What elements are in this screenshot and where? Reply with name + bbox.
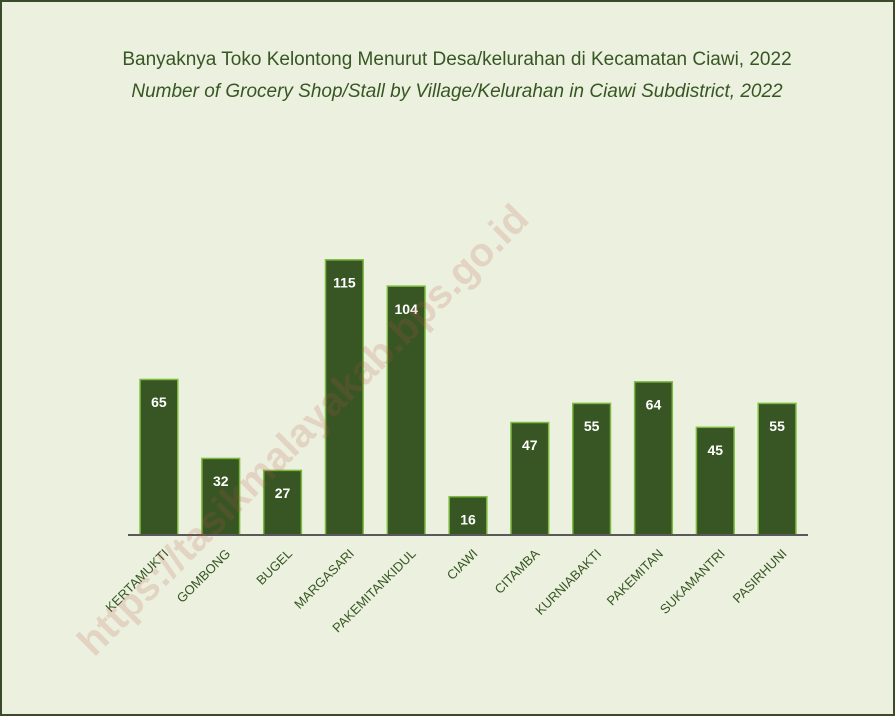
value-label: 27	[275, 485, 291, 501]
value-label: 55	[584, 418, 600, 434]
bar	[572, 402, 612, 536]
bar	[324, 259, 364, 536]
value-label: 32	[213, 473, 229, 489]
value-label: 65	[151, 394, 167, 410]
bar	[510, 421, 550, 536]
value-label: 115	[333, 275, 356, 291]
value-label: 45	[707, 442, 723, 458]
bar	[262, 469, 303, 536]
bar	[139, 378, 179, 536]
bar	[757, 402, 797, 536]
bar	[633, 381, 674, 536]
value-label: 16	[460, 511, 476, 527]
bar	[695, 426, 735, 536]
value-label: 64	[646, 397, 662, 413]
value-label: 55	[769, 418, 785, 434]
value-label: 47	[522, 437, 538, 453]
value-label: 104	[395, 301, 419, 317]
chart-title: Banyaknya Toko Kelontong Menurut Desa/ke…	[122, 49, 791, 70]
chart-subtitle: Number of Grocery Shop/Stall by Village/…	[131, 81, 783, 102]
